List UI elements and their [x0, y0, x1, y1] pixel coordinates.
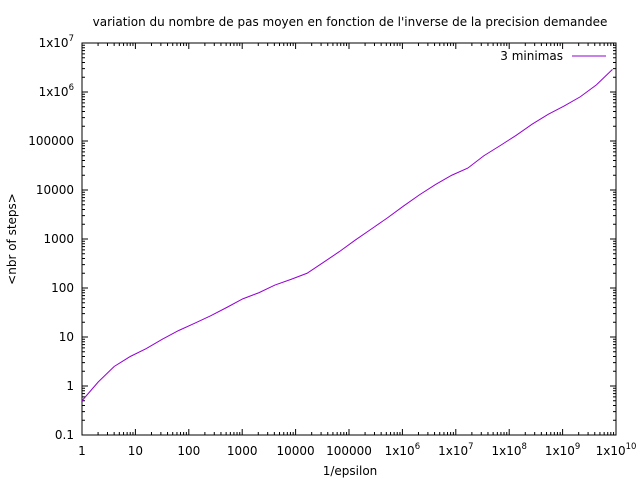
- x-tick-label: 100000: [326, 444, 372, 458]
- x-tick-label-base: 1: [78, 444, 86, 458]
- x-tick-label-exponent: 6: [415, 442, 420, 452]
- x-axis: 1 10 100 1000 10000 100000 1x106 1x107 1x108 1x10…: [78, 43, 636, 458]
- y-tick-label-base: 1x10: [39, 85, 69, 99]
- x-tick-label-exponent: 9: [575, 442, 580, 452]
- y-tick-label-exponent: 7: [69, 34, 74, 44]
- x-tick-label-base: 1000: [227, 444, 258, 458]
- x-tick-label-base: 100000: [326, 444, 372, 458]
- y-tick-label-base: 10000: [36, 183, 74, 197]
- y-tick-label: 1x107: [39, 34, 74, 50]
- y-tick-label: 1: [66, 379, 74, 393]
- legend-label: 3 minimas: [500, 49, 563, 63]
- y-tick-label-base: 100: [51, 281, 74, 295]
- y-tick-label-base: 1: [66, 379, 74, 393]
- legend: 3 minimas: [500, 49, 606, 63]
- x-tick-label: 100: [177, 444, 200, 458]
- x-tick-label-base: 1x10: [438, 444, 468, 458]
- y-tick-label: 10000: [36, 183, 74, 197]
- x-tick-label-base: 1x10: [491, 444, 521, 458]
- y-tick-label: 1x106: [39, 83, 74, 99]
- x-tick-label-base: 1x10: [385, 444, 415, 458]
- x-tick-label-exponent: 8: [521, 442, 526, 452]
- y-axis-title: <nbr of steps>: [5, 193, 19, 285]
- x-tick-label: 10: [128, 444, 143, 458]
- x-tick-label: 1x107: [438, 442, 473, 458]
- x-tick-label: 10000: [277, 444, 315, 458]
- y-tick-label-exponent: 6: [69, 83, 74, 93]
- x-tick-label: 1x109: [545, 442, 580, 458]
- y-tick-label-base: 0.1: [55, 428, 74, 442]
- x-tick-label: 1000: [227, 444, 258, 458]
- y-tick-label-base: 1x10: [39, 36, 69, 50]
- y-tick-label: 100: [51, 281, 74, 295]
- x-tick-label-exponent: 10: [626, 442, 637, 452]
- y-tick-label: 100000: [28, 134, 74, 148]
- series-layer: [81, 68, 613, 402]
- x-tick-label-base: 1x10: [545, 444, 575, 458]
- x-tick-label-base: 1x10: [596, 444, 626, 458]
- y-tick-label: 1000: [43, 232, 74, 246]
- x-tick-label-exponent: 7: [468, 442, 473, 452]
- x-tick-label: 1x106: [385, 442, 420, 458]
- x-tick-label: 1: [78, 444, 86, 458]
- y-tick-label-base: 1000: [43, 232, 74, 246]
- plot-frame: [81, 42, 617, 436]
- y-tick-label-base: 100000: [28, 134, 74, 148]
- y-tick-label-base: 10: [59, 330, 74, 344]
- y-tick-label: 10: [59, 330, 74, 344]
- x-tick-label: 1x108: [491, 442, 526, 458]
- x-tick-label-base: 10000: [277, 444, 315, 458]
- x-tick-label-base: 100: [177, 444, 200, 458]
- x-tick-label-base: 10: [128, 444, 143, 458]
- x-tick-label: 1x1010: [596, 442, 637, 458]
- x-axis-title: 1/epsilon: [323, 464, 378, 478]
- series-line: [81, 68, 613, 402]
- chart-title: variation du nombre de pas moyen en fonc…: [93, 15, 608, 29]
- y-tick-label: 0.1: [55, 428, 74, 442]
